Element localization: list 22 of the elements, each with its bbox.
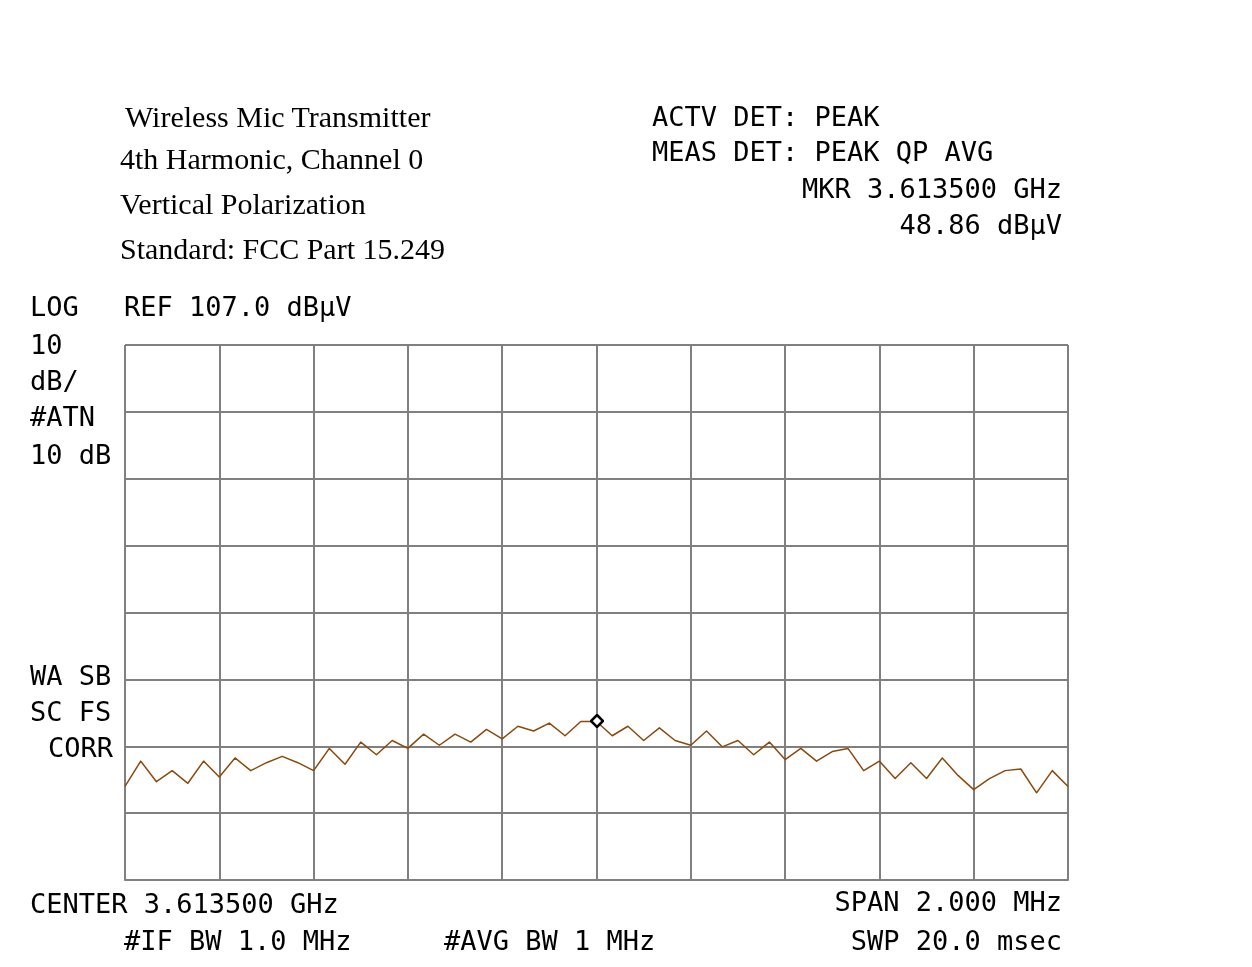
text: LOG (30, 290, 79, 322)
text: SC FS (30, 695, 112, 727)
text: 10 dB (30, 438, 112, 470)
text: 4th Harmonic, Channel 0 (120, 141, 424, 175)
text: #IF BW 1.0 MHz (124, 924, 352, 956)
chart-title: Wireless Mic Transmitter (125, 99, 431, 133)
text: 10 (30, 328, 63, 360)
text: 48.86 dBµV (899, 208, 1062, 240)
text: CENTER 3.613500 GHz (30, 887, 339, 919)
text: #ATN (30, 400, 96, 432)
text: dB/ (30, 364, 79, 396)
text: WA SB (30, 659, 112, 691)
text: CORR (48, 731, 114, 763)
text: MKR 3.613500 GHz (801, 172, 1062, 204)
text: REF 107.0 dBµV (124, 290, 352, 322)
text: #AVG BW 1 MHz (444, 924, 656, 956)
text: SWP 20.0 msec (850, 924, 1062, 956)
text: Standard: FCC Part 15.249 (120, 231, 446, 265)
text: ACTV DET: PEAK (652, 100, 881, 132)
text: MEAS DET: PEAK QP AVG (652, 135, 994, 167)
text: SPAN 2.000 MHz (834, 885, 1062, 917)
text: Vertical Polarization (120, 186, 366, 220)
